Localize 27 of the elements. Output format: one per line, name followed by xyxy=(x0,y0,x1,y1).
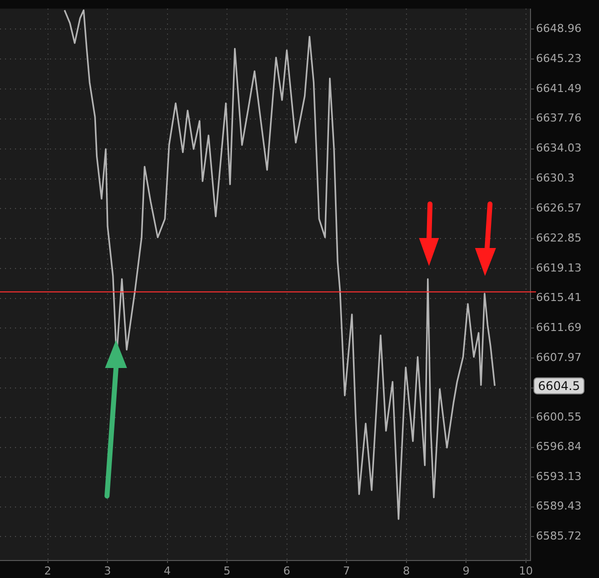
y-tick-label: 6585.72 xyxy=(536,529,582,542)
y-tick-label: 6630.3 xyxy=(536,172,574,185)
y-tick-label: 6615.41 xyxy=(536,291,582,304)
y-tick-label: 6626.57 xyxy=(536,202,582,215)
y-tick-label: 6648.96 xyxy=(536,22,582,35)
y-tick-label: 6611.69 xyxy=(536,320,582,334)
y-tick-label: 6637.76 xyxy=(536,112,582,125)
x-tick-label: 9 xyxy=(462,564,470,578)
y-tick-label: 6634.03 xyxy=(536,142,582,155)
y-tick-label: 6622.85 xyxy=(536,231,582,244)
x-tick-label: 5 xyxy=(224,564,231,578)
y-tick-label: 6641.49 xyxy=(536,82,582,95)
x-tick-label: 3 xyxy=(104,564,112,578)
y-tick-label: 6593.13 xyxy=(536,470,582,483)
y-tick-label: 6645.23 xyxy=(536,52,582,65)
x-tick-label: 10 xyxy=(518,564,533,578)
x-tick-label: 8 xyxy=(402,564,410,578)
text: 6604.5 xyxy=(538,378,580,393)
y-tick-label: 6589.43 xyxy=(536,500,582,513)
x-tick-label: 4 xyxy=(164,564,171,578)
y-tick-label: 6600.55 xyxy=(536,410,582,424)
x-tick-label: 2 xyxy=(44,564,52,578)
y-tick-label: 6607.97 xyxy=(536,350,582,364)
y-tick-label: 6619.13 xyxy=(536,261,582,274)
y-tick-label: 6596.84 xyxy=(536,440,582,454)
x-tick-label: 7 xyxy=(343,564,350,578)
x-tick-label: 6 xyxy=(283,564,290,578)
